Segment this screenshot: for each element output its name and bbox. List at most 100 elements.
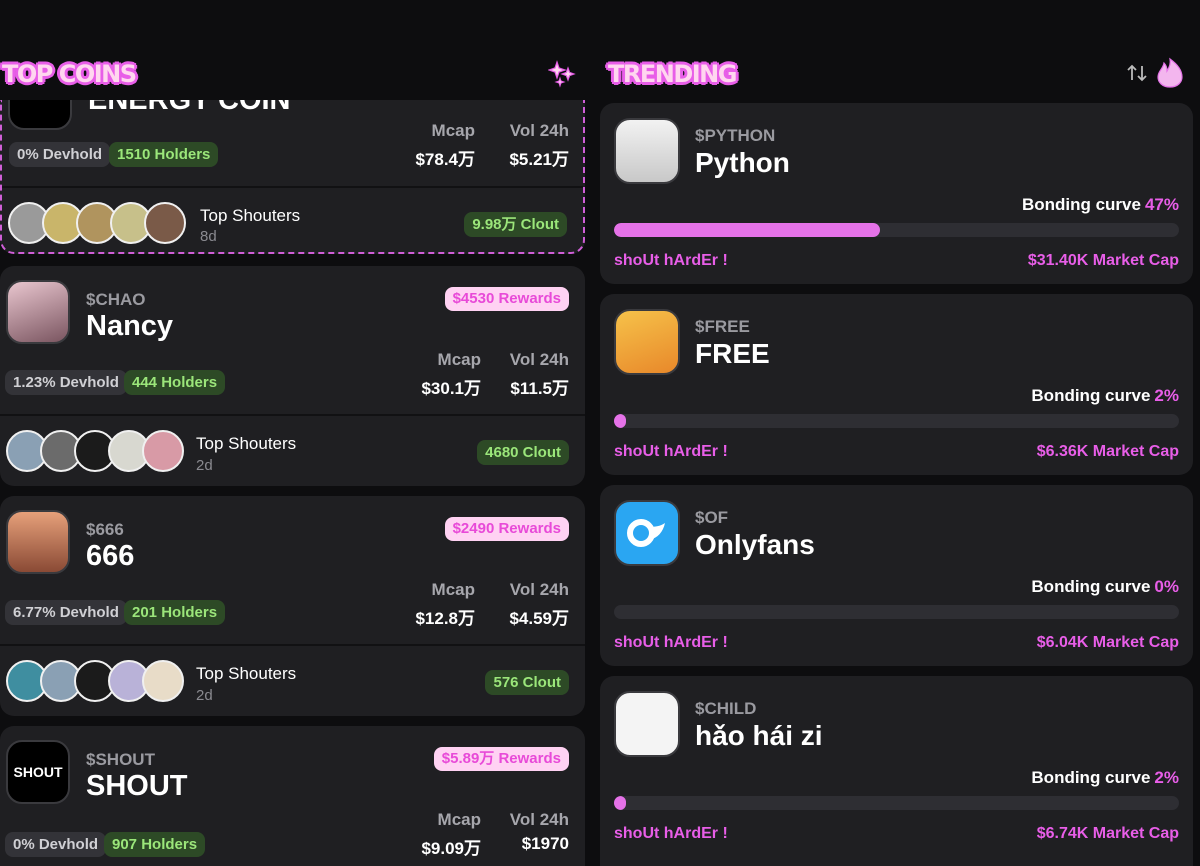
vol-label: Vol 24h <box>509 350 569 369</box>
mcap-label: Mcap <box>431 580 475 599</box>
coin-ticker: $OF <box>695 508 729 527</box>
coin-card[interactable]: SHOUT $SHOUT SHOUT $5.89万 Rewards Mcap V… <box>0 726 585 866</box>
mcap-label: Mcap <box>437 350 481 369</box>
vol-label: Vol 24h <box>509 810 569 829</box>
bonding-progress <box>614 414 1179 428</box>
mcap-value: $30.1万 <box>421 379 481 398</box>
top-shouters-label: Top Shouters <box>196 434 297 453</box>
market-cap: $31.40K Market Cap <box>1027 252 1179 269</box>
holders-badge: 907 Holders <box>104 832 206 857</box>
shouter-avatar <box>142 430 184 472</box>
trending-title: TRENDING <box>607 59 738 88</box>
coin-ticker: $CHAO <box>86 290 146 309</box>
rewards-badge: $5.89万 Rewards <box>433 747 569 771</box>
shouter-avatar <box>142 660 184 702</box>
devhold-badge: 1.23% Devhold <box>5 370 127 395</box>
coin-name: Onlyfans <box>695 529 815 560</box>
mcap-label: Mcap <box>437 810 481 829</box>
top-shouters-avatars[interactable] <box>6 660 196 704</box>
coin-avatar <box>8 100 72 130</box>
sort-icon[interactable] <box>1126 62 1148 84</box>
vol-value: $5.21万 <box>509 150 569 169</box>
bonding-progress <box>614 223 1179 237</box>
coin-name: Python <box>695 147 790 178</box>
coin-avatar <box>614 309 680 375</box>
rewards-badge: $2490 Rewards <box>444 517 569 541</box>
coin-name: 666 <box>86 540 135 572</box>
flame-icon[interactable] <box>1154 57 1186 89</box>
clout-badge: 9.98万 Clout <box>464 212 567 237</box>
market-cap: $6.36K Market Cap <box>1036 443 1179 460</box>
mcap-value: $12.8万 <box>415 609 475 628</box>
market-cap: $6.04K Market Cap <box>1036 634 1179 651</box>
mcap-label: Mcap <box>431 121 475 140</box>
coin-card[interactable]: ENERGY COIN Mcap Vol 24h $78.4万 $5.21万 0… <box>0 100 585 254</box>
vol-value: $4.59万 <box>509 609 569 628</box>
bonding-progress-fill <box>614 796 626 810</box>
bonding-curve: Bonding curve 2% <box>1031 386 1179 405</box>
coin-avatar <box>6 280 70 344</box>
sparkle-icon[interactable] <box>548 60 576 88</box>
holders-badge: 201 Holders <box>124 600 226 625</box>
onlyfans-logo-icon <box>627 519 665 547</box>
shouters-age: 2d <box>196 457 213 474</box>
clout-badge: 576 Clout <box>485 670 569 695</box>
top-coins-title: TOP COINS <box>1 59 137 88</box>
bonding-curve: Bonding curve 47% <box>1021 195 1179 214</box>
coin-ticker: $666 <box>86 520 124 539</box>
coin-avatar <box>614 500 680 566</box>
shout-harder-link[interactable]: shoUt hArdEr ! <box>614 252 728 269</box>
bonding-progress-fill <box>614 414 626 428</box>
mcap-value: $78.4万 <box>415 150 475 169</box>
coin-logo-text: SHOUT <box>13 764 63 780</box>
holders-badge: 1510 Holders <box>109 142 219 167</box>
shout-harder-link[interactable]: shoUt hArdEr ! <box>614 634 728 651</box>
rewards-badge: $4530 Rewards <box>444 287 569 311</box>
bonding-progress-fill <box>614 223 880 237</box>
bonding-progress <box>614 796 1179 810</box>
market-cap: $6.74K Market Cap <box>1036 825 1179 842</box>
bonding-curve: Bonding curve 0% <box>1031 577 1179 596</box>
devhold-badge: 0% Devhold <box>9 142 111 167</box>
bonding-curve: Bonding curve 2% <box>1031 768 1179 787</box>
shouters-age: 8d <box>200 228 217 245</box>
devhold-badge: 0% Devhold <box>5 832 107 857</box>
coin-avatar <box>614 118 680 184</box>
trending-card[interactable]: $OF Onlyfans Bonding curve 0% shoUt hArdE… <box>600 485 1193 666</box>
coin-name: ENERGY COIN <box>88 100 291 116</box>
shouters-age: 2d <box>196 687 213 704</box>
coin-card[interactable]: $666 666 $2490 Rewards Mcap Vol 24h $12.… <box>0 496 585 716</box>
coin-ticker: $PYTHON <box>695 126 776 145</box>
shout-harder-link[interactable]: shoUt hArdEr ! <box>614 825 728 842</box>
trending-card[interactable]: $PYTHON Python Bonding curve 47% shoUt hA… <box>600 103 1193 284</box>
trending-card[interactable]: $FREE FREE Bonding curve 2% shoUt hArdEr … <box>600 294 1193 475</box>
mcap-value: $9.09万 <box>421 839 481 858</box>
vol-label: Vol 24h <box>509 580 569 599</box>
vol-label: Vol 24h <box>509 121 569 140</box>
shouter-avatar <box>40 660 82 702</box>
coin-avatar <box>614 691 680 757</box>
coin-ticker: $SHOUT <box>86 750 155 769</box>
vol-value: $1970 <box>521 834 569 853</box>
coin-name: FREE <box>695 338 770 369</box>
clout-badge: 4680 Clout <box>477 440 569 465</box>
top-shouters-avatars[interactable] <box>8 202 198 246</box>
trending-card[interactable]: $CHILD hǎo hái zi Bonding curve 2% shoUt … <box>600 676 1193 866</box>
devhold-badge: 6.77% Devhold <box>5 600 127 625</box>
coin-name: hǎo hái zi <box>695 720 823 751</box>
holders-badge: 444 Holders <box>124 370 226 395</box>
bonding-progress <box>614 605 1179 619</box>
vol-value: $11.5万 <box>510 379 569 398</box>
top-shouters-label: Top Shouters <box>200 206 301 225</box>
coin-avatar: SHOUT <box>6 740 70 804</box>
coin-name: SHOUT <box>86 770 188 802</box>
shouter-avatar <box>144 202 186 244</box>
coin-name: Nancy <box>86 310 174 342</box>
coin-avatar <box>6 510 70 574</box>
coin-card[interactable]: $CHAO Nancy $4530 Rewards Mcap Vol 24h $… <box>0 266 585 486</box>
top-shouters-avatars[interactable] <box>6 430 196 474</box>
shout-harder-link[interactable]: shoUt hArdEr ! <box>614 443 728 460</box>
top-shouters-label: Top Shouters <box>196 664 297 683</box>
coin-ticker: $CHILD <box>695 699 757 718</box>
coin-ticker: $FREE <box>695 317 750 336</box>
